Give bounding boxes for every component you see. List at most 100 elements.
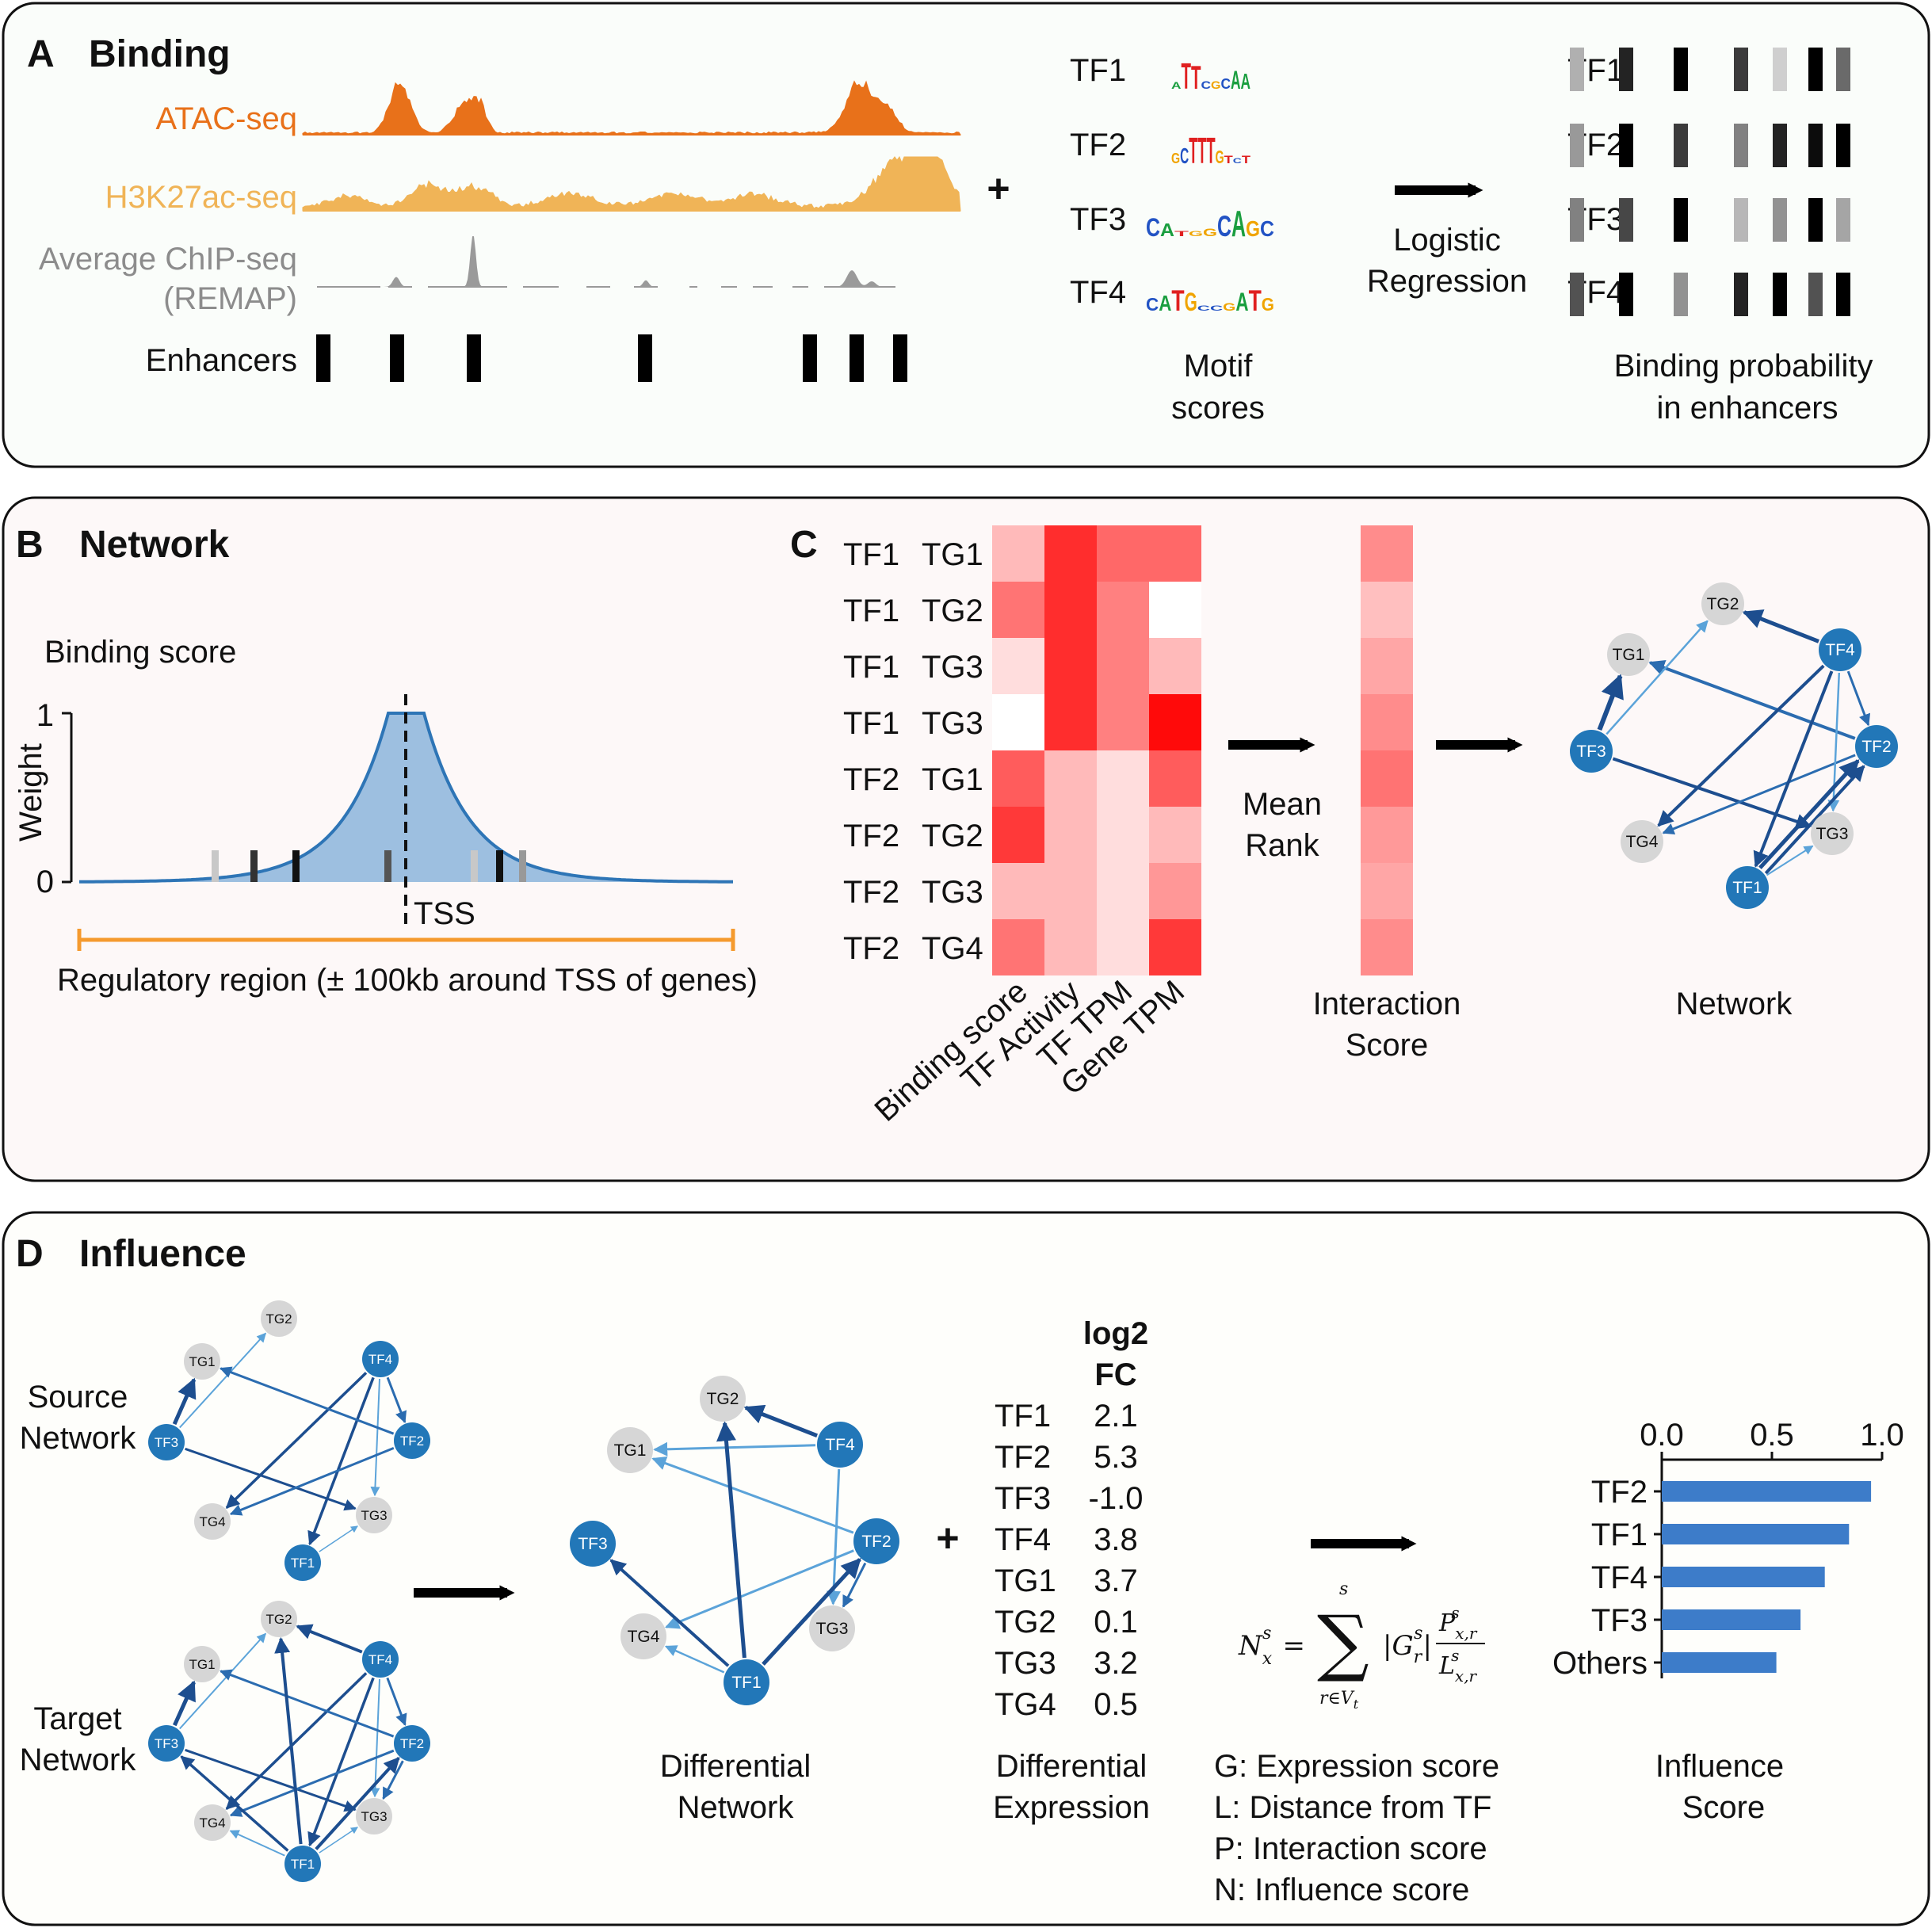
- heatmap-cell: [1097, 638, 1149, 694]
- de-value: 3.2: [1094, 1646, 1138, 1681]
- network-edge: [1764, 765, 1865, 875]
- binding-probability: TF1 TF2 TF3 TF4 Binding probability in e…: [1567, 48, 1873, 426]
- node-label: TG1: [1613, 646, 1645, 664]
- heatmap-row-tg: TG3: [922, 875, 983, 910]
- motif-letter: A: [1241, 69, 1251, 94]
- tf-node: [724, 1659, 769, 1705]
- tf-node: [394, 1422, 430, 1459]
- tf-node: [817, 1422, 863, 1468]
- binding-cell: [1734, 198, 1748, 242]
- binding-site-mark: [250, 850, 258, 882]
- heatmap: [992, 525, 1201, 975]
- network-edge: [609, 1559, 730, 1667]
- binding-site-mark: [212, 850, 219, 882]
- node-label: TG2: [1707, 595, 1739, 613]
- diff-network-caption-2: Network: [678, 1790, 795, 1825]
- network-nodes: TG2 TF4 TG1 TF3 TF2 TG4 TG3 TF1: [570, 1376, 899, 1705]
- formula-sum-sign: ∑: [1317, 1600, 1369, 1685]
- influence-caption-1: Influence: [1655, 1749, 1784, 1784]
- motif-tf-label: TF4: [1070, 275, 1126, 310]
- atac-seq-track: [302, 80, 961, 136]
- heatmap-cell: [992, 807, 1044, 863]
- legend-p: P: Interaction score: [1214, 1831, 1487, 1866]
- h3k27ac-seq-track: [302, 155, 961, 212]
- binding-cell: [1734, 48, 1748, 91]
- x-tick-label: 0.0: [1640, 1418, 1684, 1453]
- heatmap-row-tf: TF2: [843, 762, 899, 797]
- motif-letter: G: [1203, 227, 1217, 239]
- node-label: TG1: [189, 1657, 215, 1672]
- tg-node: [184, 1646, 220, 1682]
- de-gene: TF2: [995, 1440, 1051, 1475]
- legend-n: N: Influence score: [1214, 1873, 1469, 1907]
- de-header-line2: FC: [1094, 1357, 1136, 1392]
- plus-sign-d: +: [936, 1516, 959, 1560]
- x-tick-label: 1.0: [1860, 1418, 1904, 1453]
- formula-sum-bottom: r∈Vt: [1319, 1689, 1359, 1712]
- influence-bar: [1662, 1567, 1825, 1587]
- binding-cell: [1808, 198, 1823, 242]
- node-label: TG3: [361, 1508, 387, 1523]
- de-value: 3.7: [1094, 1563, 1138, 1598]
- network-edge: [229, 1749, 395, 1817]
- network-edge: [1742, 609, 1819, 643]
- motif-letter: C: [1233, 157, 1243, 165]
- tf-node: [362, 1641, 399, 1678]
- de-rows: TF1 2.1 TF2 5.3 TF3 -1.0 TF4 3.8 TG1 3.7 TG2 0.1 TG3…: [995, 1399, 1143, 1722]
- motif-letter: T: [1171, 284, 1185, 317]
- heatmap-cell: [1044, 807, 1097, 863]
- motif-letter: G: [1262, 294, 1274, 315]
- tg-node: [809, 1605, 855, 1651]
- influence-bar: [1662, 1524, 1850, 1544]
- de-caption-1: Differential: [996, 1749, 1147, 1784]
- motif-letter: C: [1146, 294, 1159, 315]
- network-edge: [307, 1376, 375, 1546]
- network-edge: [370, 1678, 380, 1798]
- heatmap-row-tf: TF2: [843, 819, 899, 853]
- motif-tf-label: TF2: [1070, 128, 1126, 162]
- motif-letter: A: [1159, 291, 1171, 315]
- heatmap-cell: [1097, 694, 1149, 750]
- network-edge: [1606, 620, 1709, 735]
- network-edge: [762, 1557, 861, 1666]
- binding-cell: [1836, 273, 1850, 316]
- binding-cell: [1674, 48, 1688, 91]
- weight-axis-label: Weight: [13, 743, 48, 842]
- tg-node: [194, 1804, 231, 1841]
- network-edge: [1753, 670, 1834, 868]
- network-edge: [370, 1378, 380, 1497]
- binding-matrix: [1570, 48, 1850, 316]
- motif-letter: G: [1246, 216, 1260, 241]
- binding-cell: [1808, 48, 1823, 91]
- binding-cell: [1773, 48, 1787, 91]
- target-network-label-1: Target: [33, 1701, 121, 1736]
- binding-cell: [1570, 273, 1584, 316]
- heatmap-row-tg: TG4: [922, 931, 983, 966]
- interaction-caption-line2: Score: [1346, 1028, 1429, 1063]
- motif-letter: G: [1189, 230, 1203, 238]
- heatmap-row-tf: TF1: [843, 537, 899, 572]
- heatmap-cell: [1044, 863, 1097, 919]
- network-edge: [1766, 845, 1814, 876]
- heatmap-cell: [1044, 582, 1097, 638]
- network-edges: [172, 1332, 407, 1552]
- heatmap-row-tg: TG2: [922, 819, 983, 853]
- motif-letter: T: [1182, 55, 1192, 97]
- track-label-enhancers: Enhancers: [146, 343, 297, 378]
- de-gene: TG1: [995, 1563, 1056, 1598]
- motif-letter: T: [1197, 130, 1206, 171]
- track-label-chip: Average ChIP-seq: [39, 242, 297, 277]
- heatmap-cell: [1149, 750, 1201, 807]
- formula-g: |Grs|: [1383, 1624, 1432, 1667]
- heatmap-cell: [992, 919, 1044, 975]
- tg-node: [1701, 582, 1744, 625]
- de-caption-2: Expression: [993, 1790, 1150, 1825]
- binding-cell: [1836, 198, 1850, 242]
- motif-tf-label: TF3: [1070, 202, 1126, 237]
- node-label: TG4: [628, 1628, 660, 1646]
- regression-caption-line1: Logistic: [1393, 223, 1501, 258]
- network-nodes: TG1 TG2 TF4 TF3 TF2 TG4 TG3 TF1: [148, 1300, 430, 1581]
- heatmap-cell: [1044, 694, 1097, 750]
- tf-node: [284, 1544, 321, 1581]
